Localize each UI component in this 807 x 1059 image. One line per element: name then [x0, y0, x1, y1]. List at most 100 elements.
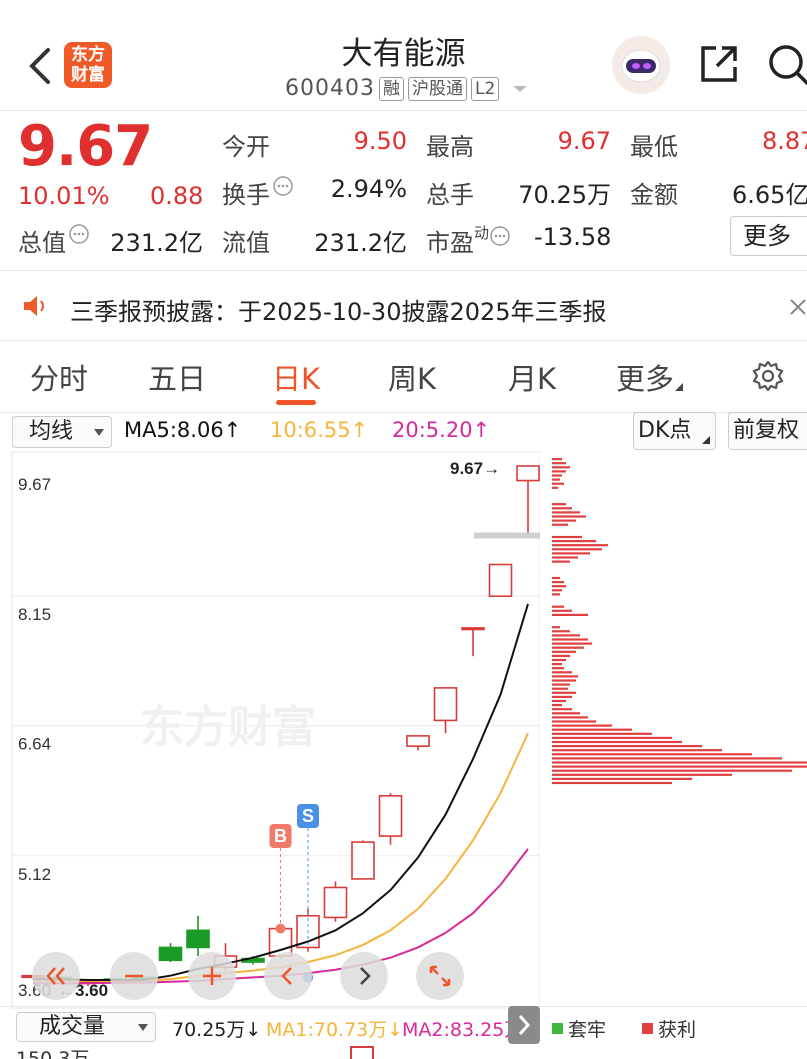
float-value: 231.2亿 — [314, 229, 407, 257]
chip-bar — [552, 519, 576, 522]
chip-bar — [552, 605, 564, 608]
chip-bar — [552, 482, 564, 485]
ma20-readout: 20:5.20↑ — [392, 418, 491, 442]
chip-bar — [552, 523, 568, 526]
candle-body — [461, 627, 485, 631]
chip-bar — [552, 548, 602, 551]
info-dots-icon[interactable] — [489, 225, 511, 247]
volume-ma2-readout: MA2:83.25万 — [402, 1019, 524, 1041]
share-icon — [701, 46, 737, 82]
profit-swatch — [642, 1023, 654, 1034]
double-chevron-left-icon — [46, 967, 65, 985]
scroll-left-button[interactable] — [264, 952, 312, 1000]
chip-bar — [552, 728, 632, 731]
dk-points-label: DK点 — [638, 418, 692, 443]
chip-bar — [552, 679, 576, 682]
adjust-select[interactable]: 前复权 — [728, 412, 807, 450]
expand-arrows-icon — [429, 965, 451, 987]
chip-bar — [552, 687, 568, 690]
chip-bar — [552, 478, 560, 481]
notice-bar[interactable]: 三季报预披露：于2025-10-30披露2025年三季报 — [0, 272, 807, 340]
volume-top-tick: 150.3万 — [16, 1048, 90, 1059]
chevron-left-icon — [29, 48, 50, 84]
volume-indicator-select[interactable]: 成交量 — [16, 1012, 156, 1042]
tab-intraday[interactable]: 分时 — [30, 362, 89, 396]
sell-marker-badge — [297, 804, 319, 828]
buy-marker-dot — [275, 923, 286, 934]
tab-five-day[interactable]: 五日 — [148, 362, 207, 396]
change-amount: 0.88 — [150, 182, 204, 210]
chip-bar — [552, 556, 578, 559]
tab-daily-k[interactable]: 日K — [272, 362, 321, 396]
share-button[interactable] — [698, 43, 740, 85]
search-icon — [769, 45, 807, 86]
zoom-in-button[interactable] — [188, 952, 236, 1000]
high-label: 最高 — [426, 133, 474, 161]
scroll-left-fast-button[interactable] — [32, 952, 80, 1000]
chip-bar — [552, 486, 558, 489]
search-button[interactable] — [764, 42, 807, 86]
close-icon[interactable] — [788, 297, 807, 317]
candle-body — [158, 946, 183, 962]
chip-bar — [552, 675, 578, 678]
chip-bar — [552, 663, 562, 666]
tab-weekly-k[interactable]: 周K — [388, 362, 437, 396]
info-dots-icon[interactable] — [68, 223, 90, 245]
turnover-value: 2.94% — [330, 175, 407, 203]
chip-bar — [552, 691, 576, 694]
ma5-line — [33, 603, 529, 981]
chip-bar — [552, 515, 586, 518]
chip-bar — [552, 781, 672, 785]
chip-bar — [552, 720, 596, 723]
fullscreen-button[interactable] — [416, 952, 464, 1000]
volume-indicator-label: 成交量 — [39, 1014, 106, 1039]
chip-bar — [552, 462, 566, 465]
expand-panel-button[interactable] — [508, 1006, 540, 1044]
ma-type-select[interactable]: 均线 — [12, 416, 112, 448]
back-button[interactable] — [22, 44, 56, 88]
active-tab-indicator — [276, 400, 316, 405]
chip-bar — [552, 761, 807, 764]
chip-bar — [552, 638, 588, 641]
corner-caret-icon — [702, 436, 710, 444]
y-tick-label: 6.64 — [18, 735, 51, 754]
corner-caret-icon — [675, 383, 684, 391]
scroll-right-button[interactable] — [340, 952, 388, 1000]
stock-code: 600403 — [285, 76, 375, 101]
chip-bar — [552, 535, 582, 539]
pe-value: -13.58 — [534, 223, 612, 251]
mktcap-label: 总值 — [18, 223, 90, 258]
current-price-marker — [474, 532, 540, 539]
more-quote-button[interactable]: 更多 — [730, 216, 807, 256]
chip-bar — [552, 552, 590, 555]
settings-gear-icon[interactable] — [751, 359, 785, 393]
chip-bar — [552, 646, 584, 649]
caret-down-icon[interactable] — [509, 82, 531, 96]
plus-icon — [203, 967, 221, 985]
chip-bar — [552, 765, 807, 768]
app-logo: 东方 财富 — [64, 42, 112, 88]
buy-marker-badge — [269, 824, 292, 848]
candle-body — [378, 795, 403, 837]
connect-badge: 沪股通 — [407, 76, 467, 101]
tab-monthly-k[interactable]: 月K — [508, 362, 557, 396]
chip-distribution-chart — [552, 458, 807, 785]
chip-bar — [552, 458, 562, 461]
chip-bar — [552, 585, 566, 588]
zoom-out-button[interactable] — [110, 952, 158, 1000]
candle-body — [488, 563, 513, 598]
chip-bar — [552, 667, 564, 670]
tab-more[interactable]: 更多 — [616, 356, 684, 398]
high-value: 9.67 — [557, 127, 611, 155]
notice-text: 三季报预披露：于2025-10-30披露2025年三季报 — [70, 298, 607, 326]
assistant-avatar[interactable] — [612, 36, 670, 94]
chevron-right-icon — [360, 967, 371, 985]
info-dots-icon[interactable] — [272, 175, 294, 197]
pe-superscript: 动 — [474, 224, 490, 242]
mktcap-value: 231.2亿 — [110, 229, 203, 257]
buy-marker-letter: B — [274, 826, 287, 846]
logo-line-2: 财富 — [71, 65, 105, 85]
dk-points-button[interactable]: DK点 — [633, 412, 716, 450]
dropdown-triangle-icon — [138, 1024, 148, 1031]
